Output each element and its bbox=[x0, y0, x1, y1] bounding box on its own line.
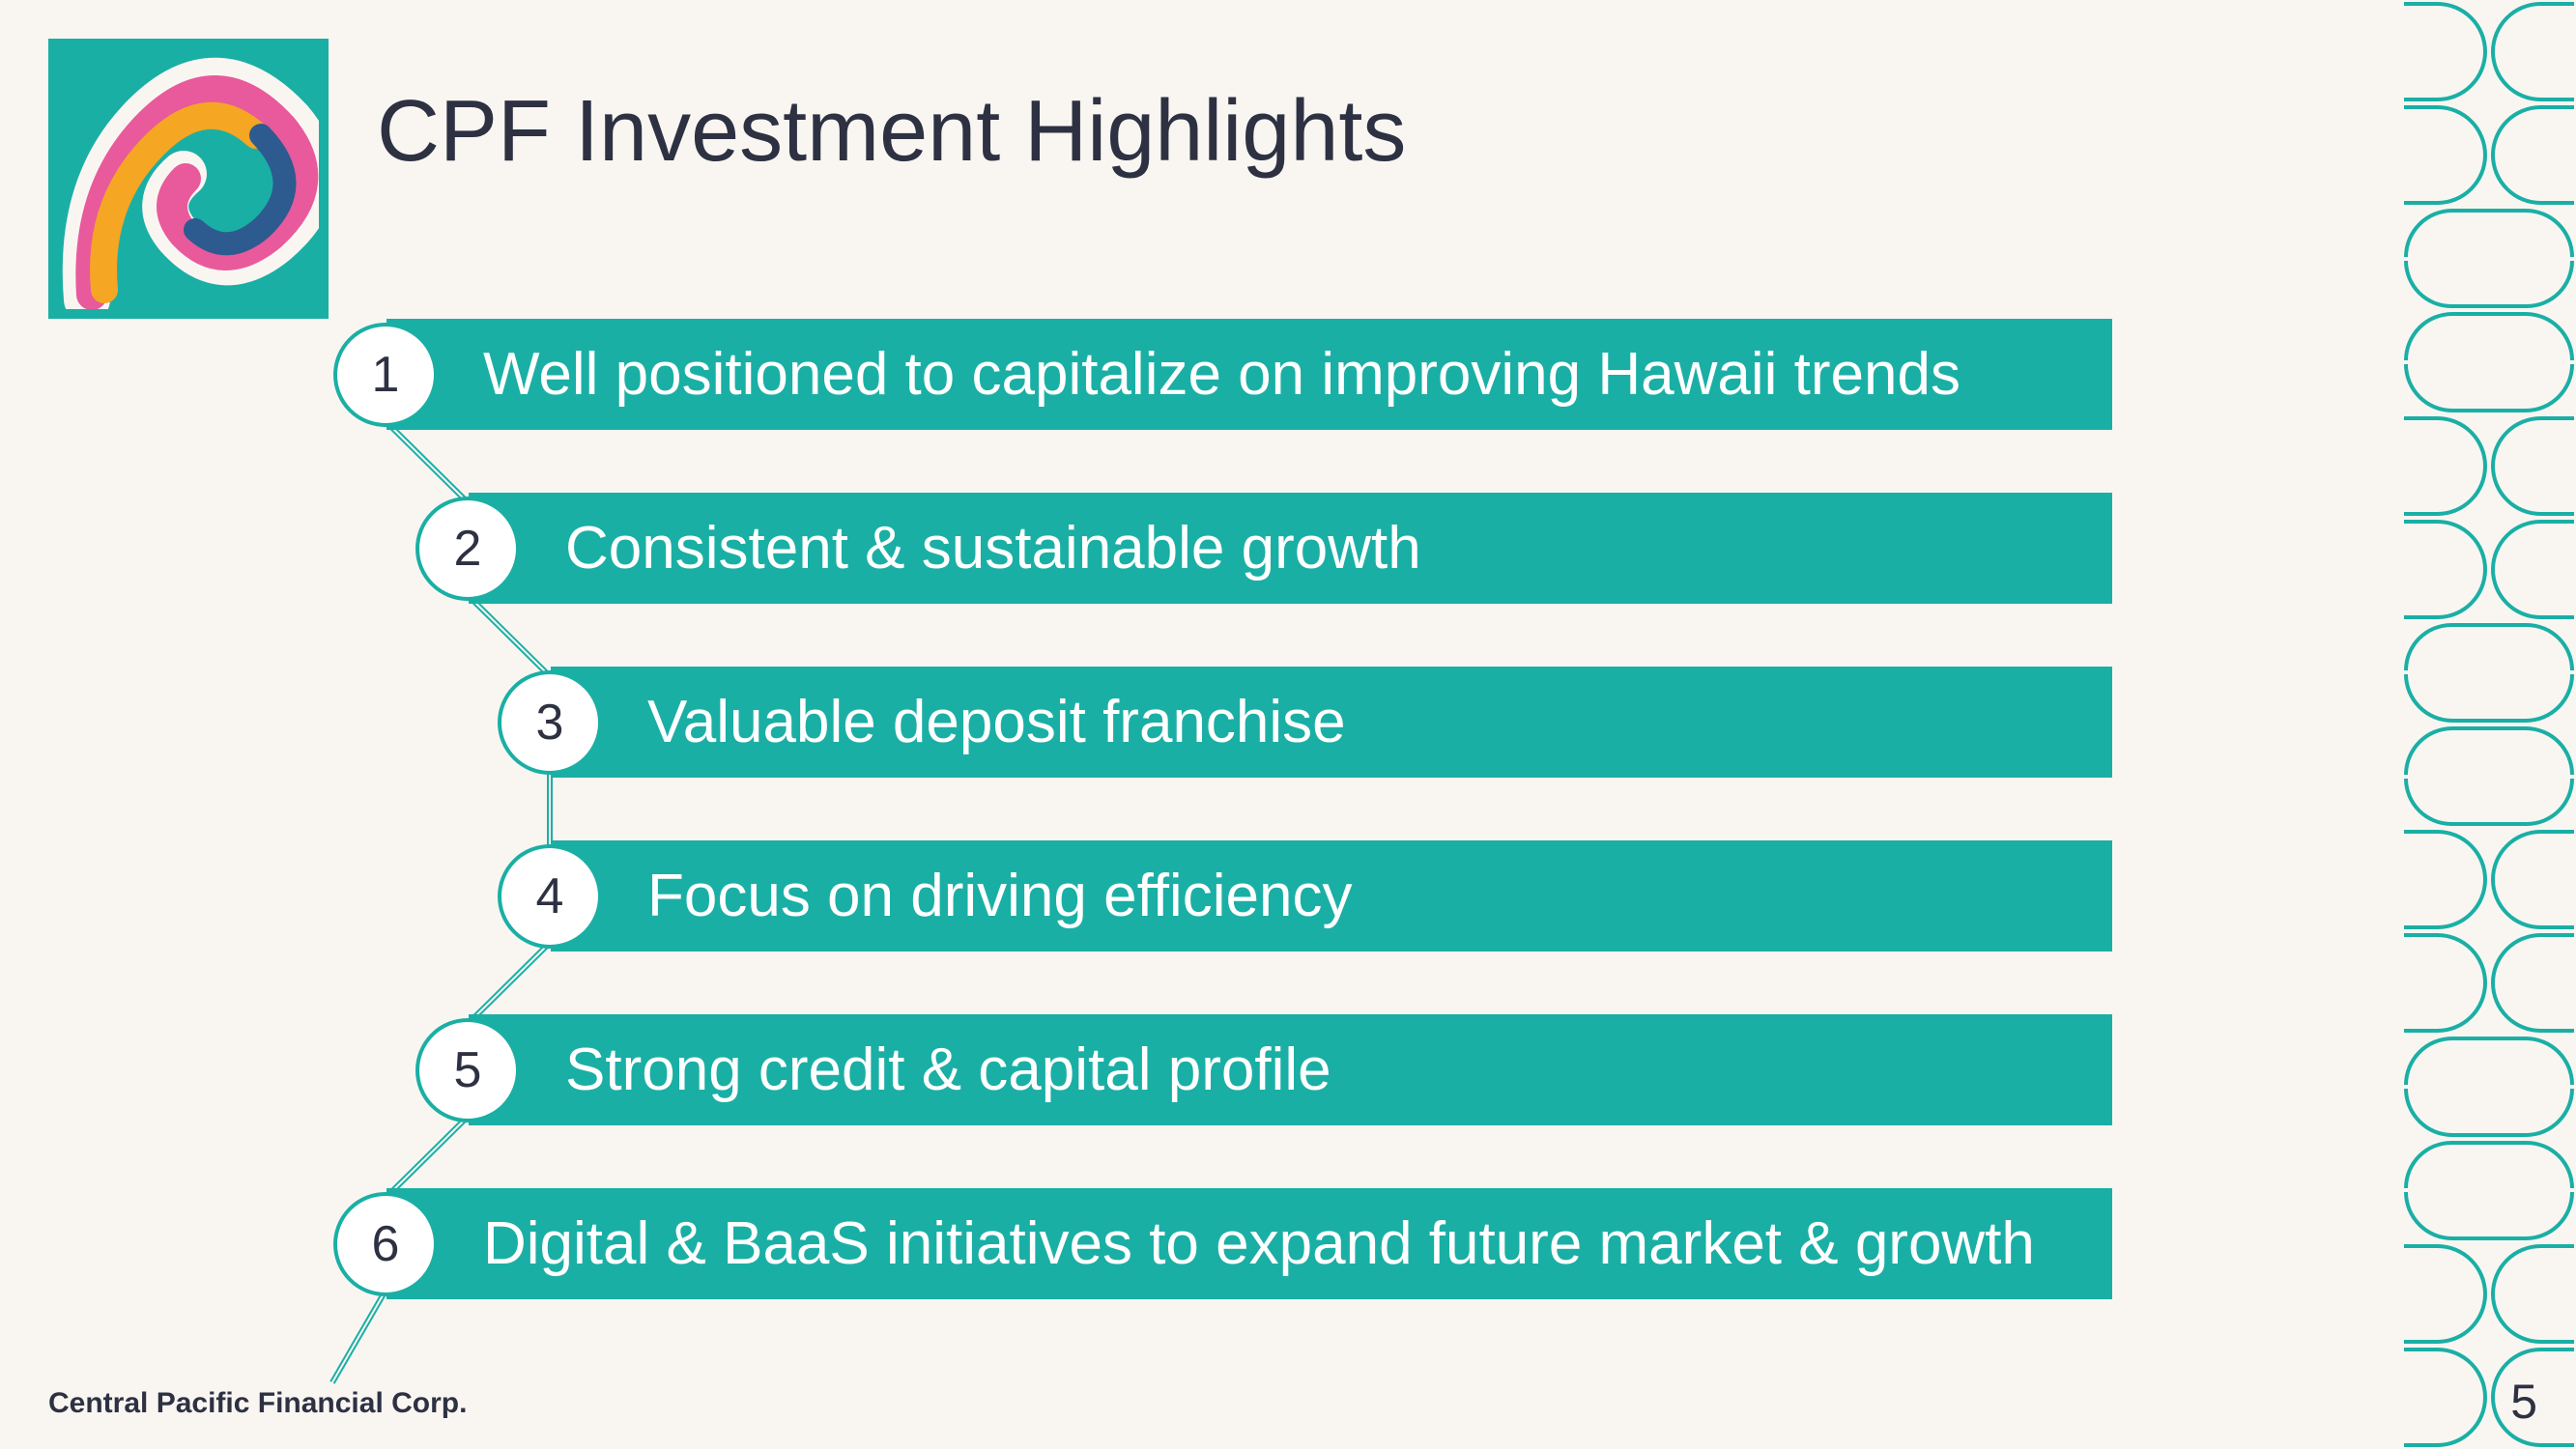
highlight-label: Well positioned to capitalize on improvi… bbox=[483, 340, 1961, 409]
decor-cell bbox=[2402, 310, 2576, 413]
highlight-bar: Focus on driving efficiency bbox=[551, 840, 2112, 952]
decor-cell bbox=[2402, 724, 2576, 828]
decor-cell bbox=[2402, 1139, 2576, 1242]
connector-line bbox=[547, 769, 553, 850]
side-decoration bbox=[2402, 0, 2576, 1449]
highlight-bar: Strong credit & capital profile bbox=[469, 1014, 2112, 1125]
highlights-list: Well positioned to capitalize on improvi… bbox=[0, 319, 2576, 1362]
highlight-bar: Digital & BaaS initiatives to expand fut… bbox=[386, 1188, 2112, 1299]
highlight-number: 2 bbox=[454, 520, 482, 578]
decor-cell bbox=[2402, 828, 2576, 931]
decor-cell bbox=[2402, 207, 2576, 310]
highlight-number-circle: 4 bbox=[498, 844, 602, 949]
page-title: CPF Investment Highlights bbox=[377, 82, 1406, 182]
highlight-row: Well positioned to capitalize on improvi… bbox=[0, 319, 2576, 430]
connector-line bbox=[466, 940, 552, 1025]
connector-line bbox=[384, 1114, 470, 1199]
highlight-number: 5 bbox=[454, 1041, 482, 1099]
highlight-row: Consistent & sustainable growth 2 bbox=[0, 493, 2576, 604]
highlight-label: Digital & BaaS initiatives to expand fut… bbox=[483, 1209, 2035, 1278]
highlight-number: 1 bbox=[372, 346, 400, 404]
highlight-label: Strong credit & capital profile bbox=[565, 1036, 1331, 1104]
highlight-row: Focus on driving efficiency 4 bbox=[0, 840, 2576, 952]
decor-cell bbox=[2402, 414, 2576, 518]
connector-line bbox=[384, 418, 470, 503]
decor-cell bbox=[2402, 103, 2576, 207]
highlight-label: Focus on driving efficiency bbox=[647, 862, 1352, 930]
highlight-bar: Valuable deposit franchise bbox=[551, 667, 2112, 778]
decor-cell bbox=[2402, 1346, 2576, 1449]
connector-line bbox=[466, 592, 552, 677]
highlight-number-circle: 5 bbox=[415, 1018, 520, 1122]
swirl-icon bbox=[58, 48, 319, 309]
highlight-row: Digital & BaaS initiatives to expand fut… bbox=[0, 1188, 2576, 1299]
decor-cell bbox=[2402, 621, 2576, 724]
highlight-row: Strong credit & capital profile 5 bbox=[0, 1014, 2576, 1125]
decor-cell bbox=[2402, 931, 2576, 1035]
highlight-bar: Well positioned to capitalize on improvi… bbox=[386, 319, 2112, 430]
highlight-number-circle: 6 bbox=[333, 1192, 438, 1296]
decor-cell bbox=[2402, 1242, 2576, 1346]
highlight-number-circle: 3 bbox=[498, 670, 602, 775]
highlight-bar: Consistent & sustainable growth bbox=[469, 493, 2112, 604]
decor-cell bbox=[2402, 518, 2576, 621]
highlight-number: 4 bbox=[536, 867, 564, 925]
highlight-label: Valuable deposit franchise bbox=[647, 688, 1346, 756]
highlight-number: 3 bbox=[536, 694, 564, 752]
decor-cell bbox=[2402, 0, 2576, 103]
logo bbox=[48, 39, 329, 319]
highlight-label: Consistent & sustainable growth bbox=[565, 514, 1421, 582]
connector-line bbox=[329, 1289, 387, 1383]
highlight-number-circle: 1 bbox=[333, 323, 438, 427]
decor-cell bbox=[2402, 1035, 2576, 1138]
highlight-row: Valuable deposit franchise 3 bbox=[0, 667, 2576, 778]
highlight-number: 6 bbox=[372, 1215, 400, 1273]
company-footer: Central Pacific Financial Corp. bbox=[48, 1387, 467, 1420]
highlight-number-circle: 2 bbox=[415, 497, 520, 601]
